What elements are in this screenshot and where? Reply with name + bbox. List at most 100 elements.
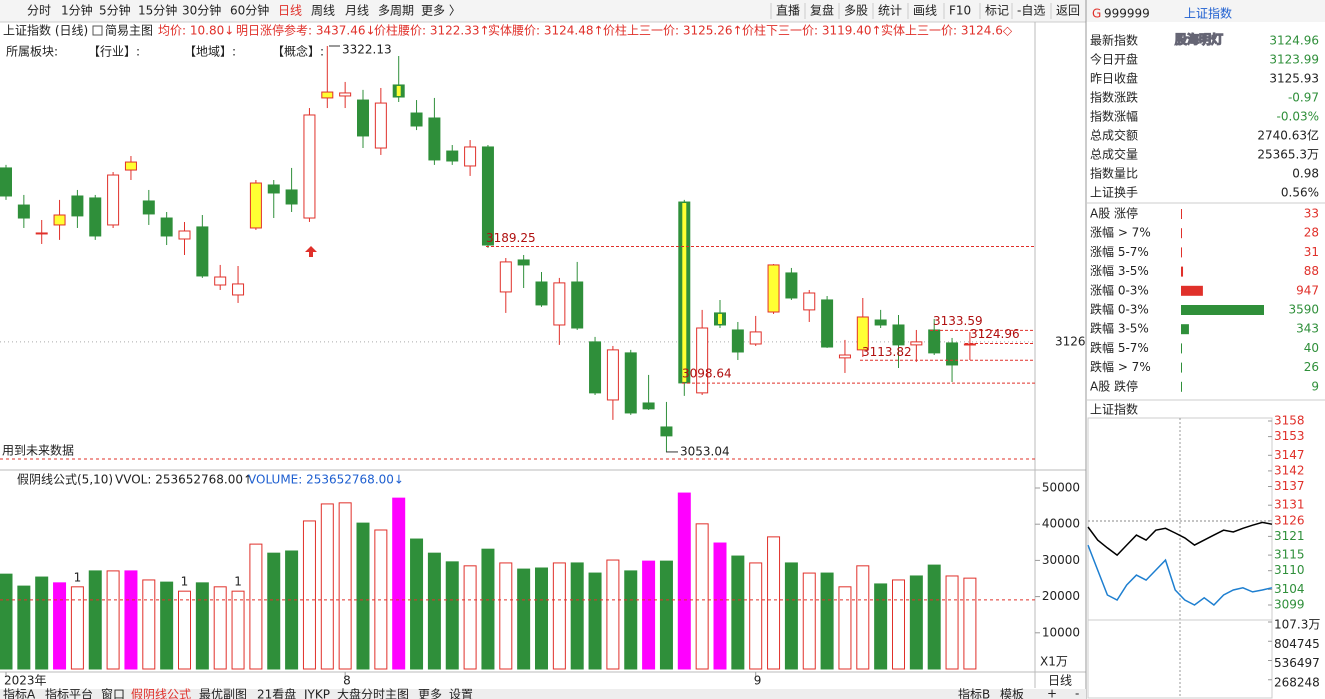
- period-tab[interactable]: 多周期: [378, 4, 414, 18]
- period-tab[interactable]: 月线: [345, 4, 369, 18]
- breadth-bar: [1181, 285, 1203, 296]
- period-tab[interactable]: 分时: [27, 4, 51, 18]
- sector-label: 【概念】:: [272, 44, 324, 59]
- tool-button[interactable]: 返回: [1056, 4, 1080, 18]
- volume-bar: [124, 570, 138, 670]
- candle-body: [428, 117, 441, 161]
- y-tick-label: 3153: [1274, 429, 1305, 443]
- breadth-label: 跌幅 > 7%: [1090, 359, 1151, 374]
- zoom-in[interactable]: +: [1047, 687, 1057, 699]
- candle-body: [0, 167, 12, 197]
- volume-bar: [856, 565, 870, 670]
- bottom-tab[interactable]: 最优副图: [199, 688, 247, 699]
- breadth-value: 31: [1304, 245, 1319, 259]
- zoom-out[interactable]: -: [1075, 687, 1079, 699]
- volume-bar: [160, 581, 174, 670]
- breadth-value: 40: [1304, 341, 1319, 355]
- breadth-label: 跌幅 5-7%: [1090, 340, 1149, 355]
- volume-bar: [356, 522, 370, 670]
- breadth-bar: [1181, 362, 1182, 373]
- checkbox[interactable]: [92, 25, 103, 36]
- volume-bar: [588, 572, 602, 670]
- indicator-value: 明日涨停参考: 3437.46↓: [236, 23, 376, 38]
- bottom-tab[interactable]: 指标A: [3, 687, 36, 699]
- bottom-tab[interactable]: 大盘分时主图: [337, 687, 409, 699]
- volume-bar: [909, 575, 923, 670]
- volume-unit: X1万: [1040, 655, 1068, 669]
- period-tab[interactable]: 日线: [278, 4, 302, 18]
- bottom-tab[interactable]: 模板: [1000, 688, 1024, 699]
- volume-bar: [963, 577, 977, 670]
- volume-bar: [677, 492, 691, 670]
- x-tick-label: 2023年: [4, 674, 47, 688]
- main-chart-option[interactable]: 简易主图: [105, 24, 153, 38]
- candle-body: [767, 264, 780, 313]
- candle-body: [446, 150, 459, 162]
- price-mark-label: 3098.64: [682, 367, 732, 381]
- period-tab[interactable]: 5分钟: [99, 3, 131, 18]
- bottom-tab[interactable]: 指标B: [958, 687, 990, 699]
- tool-button[interactable]: 复盘: [810, 3, 834, 18]
- volume-value: VOLUME: 253652768.00↓: [248, 473, 404, 487]
- breadth-label: A股 跌停: [1090, 378, 1138, 393]
- volume-bar: [624, 570, 638, 670]
- chart-title: 上证指数 (日线): [3, 23, 88, 38]
- volume-bar: [0, 573, 13, 670]
- candle-highlight: [718, 313, 722, 324]
- bottom-tab[interactable]: 更多: [418, 688, 442, 699]
- period-tab[interactable]: 60分钟: [230, 3, 269, 18]
- period-tab[interactable]: 更多 〉: [421, 4, 461, 18]
- quote-value: 0.98: [1292, 167, 1319, 181]
- candle-body: [946, 342, 959, 366]
- y-tick-label: 3099: [1274, 598, 1305, 612]
- volume-bar: [749, 562, 763, 670]
- candle-body: [178, 230, 191, 240]
- volume-bar: [35, 576, 49, 670]
- candle-body: [856, 316, 869, 351]
- volume-bar: [784, 562, 798, 670]
- quote-label: 总成交额: [1090, 128, 1138, 143]
- tool-button[interactable]: 多股: [844, 4, 868, 18]
- breadth-value: 88: [1304, 264, 1319, 278]
- period-tab[interactable]: 15分钟: [138, 3, 177, 18]
- volume-bar: [267, 552, 281, 670]
- quote-label: 上证换手: [1090, 186, 1138, 200]
- period-tab[interactable]: 30分钟: [182, 3, 221, 18]
- bottom-tab[interactable]: 21看盘: [257, 687, 296, 699]
- indicator-value: 实体上三一价: 3124.6◇: [881, 23, 1013, 38]
- bottom-tab[interactable]: JYKP: [303, 688, 330, 699]
- tool-button[interactable]: 画线: [913, 4, 937, 18]
- candle-body: [517, 259, 530, 266]
- candle-body: [589, 341, 602, 394]
- volume-bar: [499, 562, 513, 670]
- candle-body: [196, 226, 209, 277]
- tool-button[interactable]: 标记: [985, 4, 1009, 18]
- tool-button[interactable]: 统计: [878, 4, 902, 18]
- volume-bar: [231, 590, 245, 670]
- tool-button[interactable]: -自选: [1017, 4, 1045, 18]
- indicator-value: 价柱下三一价: 3119.40↑: [742, 23, 882, 38]
- bottom-tab[interactable]: 指标平台: [45, 687, 93, 699]
- breadth-bar: [1181, 266, 1184, 277]
- y-tick-label: 536497: [1274, 656, 1320, 670]
- candle-body: [53, 214, 66, 226]
- bottom-tab[interactable]: 假阴线公式: [131, 688, 191, 699]
- y-tick-label: 3147: [1274, 448, 1305, 462]
- tool-button[interactable]: F10: [949, 4, 971, 18]
- period-tab[interactable]: 1分钟: [61, 3, 93, 18]
- y-tick-label: 804745: [1274, 637, 1320, 651]
- bottom-tab[interactable]: 设置: [449, 688, 473, 699]
- tool-button[interactable]: 直播: [776, 4, 800, 18]
- quote-value: -0.97: [1288, 91, 1319, 105]
- candle-body: [821, 299, 834, 348]
- candle-body: [89, 197, 102, 237]
- price-mark-label: 3124.96: [970, 327, 1020, 341]
- volume-bar: [17, 585, 31, 670]
- y-tick-label: 268248: [1274, 675, 1320, 689]
- bottom-tab[interactable]: 窗口: [101, 688, 125, 699]
- quote-value: 25365.3万: [1257, 148, 1319, 162]
- candle-body: [553, 282, 566, 326]
- volume-bar: [178, 590, 191, 670]
- price-mark-label: 3189.25: [486, 231, 536, 245]
- period-tab[interactable]: 周线: [311, 4, 335, 18]
